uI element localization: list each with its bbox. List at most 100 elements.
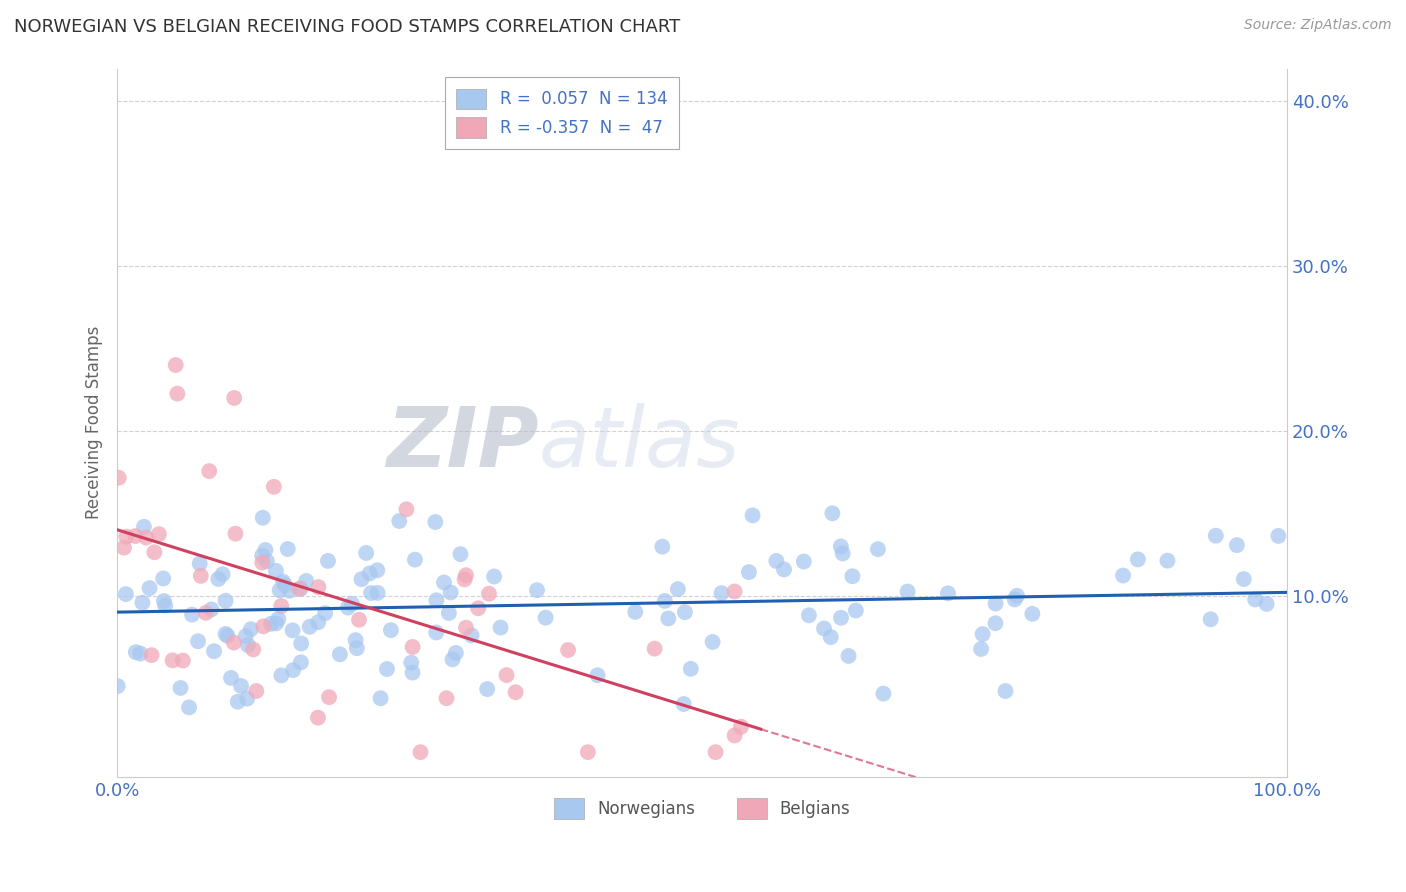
Point [152,572,174,586]
Point [984,597,1007,611]
Point [217,629,239,643]
Point [187,634,209,648]
Point [673,605,696,619]
Point [115,530,138,544]
Point [460,628,482,642]
Point [202,644,225,658]
Point [235,629,257,643]
Point [830,540,852,554]
Point [274,578,297,592]
Point [307,615,329,630]
Point [181,607,204,622]
Point [260,616,283,631]
Point [207,572,229,586]
Point [198,464,221,478]
Point [307,711,329,725]
Point [478,587,501,601]
Point [239,622,262,636]
Point [1244,592,1267,607]
Point [586,668,609,682]
Point [155,599,177,613]
Point [704,745,727,759]
Point [224,391,246,405]
Point [281,624,304,638]
Point [433,575,456,590]
Point [254,543,277,558]
Point [440,585,463,599]
Point [495,668,517,682]
Point [270,668,292,682]
Point [346,641,368,656]
Point [264,564,287,578]
Point [793,555,815,569]
Point [329,648,352,662]
Point [1126,552,1149,566]
Point [107,679,129,693]
Point [841,569,863,583]
Point [644,641,666,656]
Point [404,552,426,566]
Point [1004,592,1026,607]
Point [270,599,292,613]
Point [214,594,236,608]
Point [269,583,291,598]
Text: NORWEGIAN VS BELGIAN RECEIVING FOOD STAMPS CORRELATION CHART: NORWEGIAN VS BELGIAN RECEIVING FOOD STAM… [14,18,681,36]
Point [188,557,211,571]
Point [1199,612,1222,626]
Point [252,556,274,570]
Text: ZIP: ZIP [385,403,538,484]
Point [741,508,763,523]
Point [672,697,695,711]
Point [657,611,679,625]
Point [454,621,477,635]
Point [505,685,527,699]
Point [1205,529,1227,543]
Point [211,567,233,582]
Point [219,671,242,685]
Point [143,545,166,559]
Point [138,581,160,595]
Point [236,638,259,652]
Point [162,653,184,667]
Point [245,684,267,698]
Point [409,745,432,759]
Text: Source: ZipAtlas.com: Source: ZipAtlas.com [1244,18,1392,32]
Point [277,541,299,556]
Point [177,700,200,714]
Point [820,630,842,644]
Point [526,583,548,598]
Point [710,586,733,600]
Point [153,594,176,608]
Point [831,546,853,560]
Point [359,566,381,581]
Point [872,687,894,701]
Point [256,554,278,568]
Point [367,586,389,600]
Point [115,587,138,601]
Point [290,636,312,650]
Point [401,665,423,680]
Point [1233,572,1256,586]
Point [336,600,359,615]
Point [360,586,382,600]
Point [936,586,959,600]
Point [222,635,245,649]
Point [821,506,844,520]
Point [454,568,477,582]
Point [307,580,329,594]
Text: atlas: atlas [538,403,740,484]
Point [401,640,423,654]
Point [994,684,1017,698]
Point [194,606,217,620]
Point [401,656,423,670]
Point [340,597,363,611]
Point [984,616,1007,631]
Point [224,526,246,541]
Point [344,633,367,648]
Point [350,572,373,586]
Point [242,642,264,657]
Point [482,569,505,583]
Point [1156,554,1178,568]
Point [773,562,796,576]
Point [838,648,860,663]
